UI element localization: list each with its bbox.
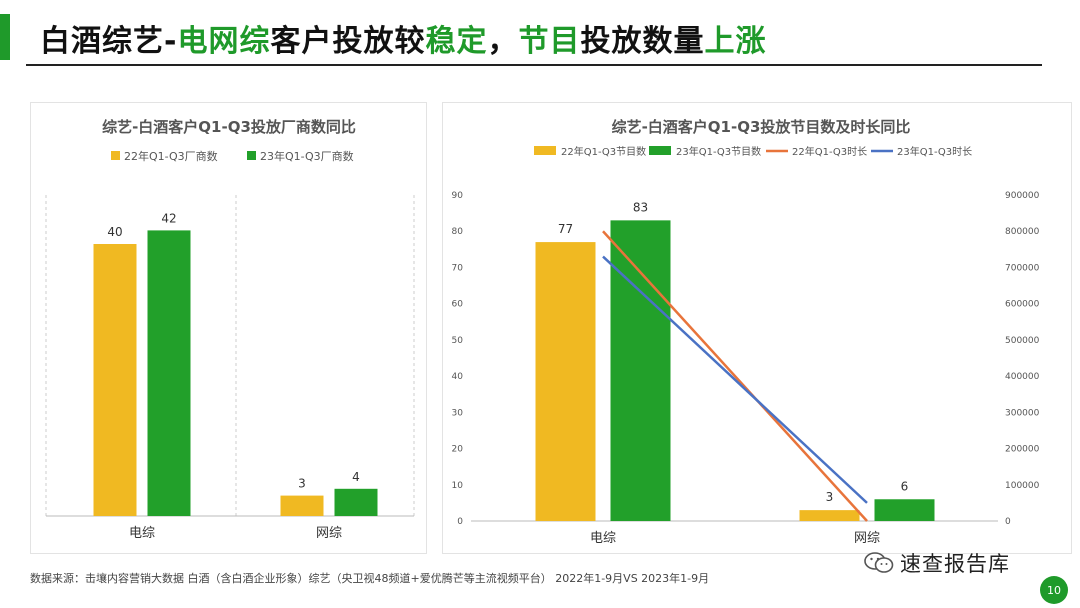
y-tick-label-left: 0: [457, 517, 463, 527]
bar: [280, 495, 324, 516]
y-tick-label-left: 40: [452, 372, 464, 382]
legend-label: 22年Q1-Q3厂商数: [124, 149, 218, 163]
title-part-highlight: 稳定: [425, 24, 488, 59]
y-tick-label-right: 200000: [1005, 445, 1040, 455]
y-tick-label-right: 600000: [1005, 300, 1040, 310]
y-tick-label-right: 300000: [1005, 408, 1040, 418]
y-tick-label-right: 500000: [1005, 336, 1040, 346]
title-divider: [26, 64, 1042, 66]
bar: [93, 244, 137, 516]
y-tick-label-right: 800000: [1005, 227, 1040, 237]
y-tick-label-left: 70: [452, 263, 464, 273]
series-line: [602, 230, 868, 522]
y-tick-label-left: 10: [452, 481, 464, 491]
y-tick-label-left: 30: [452, 408, 464, 418]
program-count-duration-chart: 综艺-白酒客户Q1-Q3投放节目数及时长同比 22年Q1-Q3节目数 23年Q1…: [452, 118, 1040, 546]
title-part: ，: [487, 24, 519, 59]
data-label: 6: [901, 479, 909, 493]
x-tick-label: 网综: [854, 531, 880, 546]
bar: [535, 242, 596, 522]
y-tick-label-left: 20: [452, 445, 464, 455]
brand-mark: 速查报告库: [864, 548, 1010, 578]
y-tick-label-right: 900000: [1005, 191, 1040, 201]
legend-swatch: [247, 151, 256, 160]
title-part: 客户投放较: [270, 24, 426, 59]
legend-swatch: [649, 146, 671, 155]
bar: [610, 220, 671, 521]
source-footnote: 数据来源：击壤内容营销大数据 白酒（含白酒企业形象）综艺（央卫视48频道+爱优腾…: [30, 572, 710, 585]
legend-label: 23年Q1-Q3节目数: [676, 145, 761, 158]
x-tick-label: 电综: [129, 526, 155, 541]
title-part: 白酒综艺-: [40, 24, 178, 59]
x-tick-label: 电综: [590, 531, 616, 546]
data-label: 83: [633, 200, 648, 214]
x-tick-label: 网综: [316, 526, 342, 541]
data-label: 3: [826, 490, 834, 504]
title-part-highlight: 上涨: [704, 24, 767, 59]
y-tick-label-right: 100000: [1005, 481, 1040, 491]
chart-title: 综艺-白酒客户Q1-Q3投放节目数及时长同比: [612, 118, 911, 136]
y-tick-label-left: 80: [452, 227, 464, 237]
bar: [874, 499, 935, 521]
series-line: [602, 255, 868, 504]
y-tick-label-left: 90: [452, 191, 464, 201]
data-label: 42: [161, 211, 176, 225]
bar: [147, 230, 191, 516]
y-tick-label-right: 0: [1005, 517, 1011, 527]
legend-label: 22年Q1-Q3时长: [792, 145, 867, 158]
bar: [799, 510, 860, 521]
page-title: 白酒综艺-电网综客户投放较稳定，节目投放数量上涨: [40, 16, 766, 60]
chart-panel-programs: 综艺-白酒客户Q1-Q3投放节目数及时长同比 22年Q1-Q3节目数 23年Q1…: [442, 102, 1072, 554]
y-tick-label-right: 400000: [1005, 372, 1040, 382]
title-part-highlight: 节目: [518, 24, 581, 59]
title-part-highlight: 电网综: [177, 24, 271, 59]
data-label: 40: [107, 225, 122, 239]
vendor-count-chart: 综艺-白酒客户Q1-Q3投放厂商数同比 22年Q1-Q3厂商数 23年Q1-Q3…: [45, 118, 415, 541]
title-accent-bar: [0, 14, 10, 60]
brand-label: 速查报告库: [900, 552, 1010, 576]
legend-label: 23年Q1-Q3厂商数: [260, 149, 354, 163]
legend-label: 23年Q1-Q3时长: [897, 145, 972, 158]
title-part: 投放数量: [580, 24, 705, 59]
y-tick-label-left: 60: [452, 300, 464, 310]
data-label: 4: [352, 470, 360, 484]
chart-title: 综艺-白酒客户Q1-Q3投放厂商数同比: [102, 118, 356, 136]
wechat-icon: [864, 552, 894, 573]
data-label: 77: [558, 222, 573, 236]
y-tick-label-left: 50: [452, 336, 464, 346]
y-tick-label-right: 700000: [1005, 263, 1040, 273]
legend-label: 22年Q1-Q3节目数: [561, 145, 646, 158]
legend-swatch: [111, 151, 120, 160]
bar: [334, 488, 378, 516]
chart-panel-vendors: 综艺-白酒客户Q1-Q3投放厂商数同比 22年Q1-Q3厂商数 23年Q1-Q3…: [30, 102, 427, 554]
page-number: 10: [1040, 576, 1068, 604]
data-label: 3: [298, 477, 306, 491]
legend-swatch: [534, 146, 556, 155]
